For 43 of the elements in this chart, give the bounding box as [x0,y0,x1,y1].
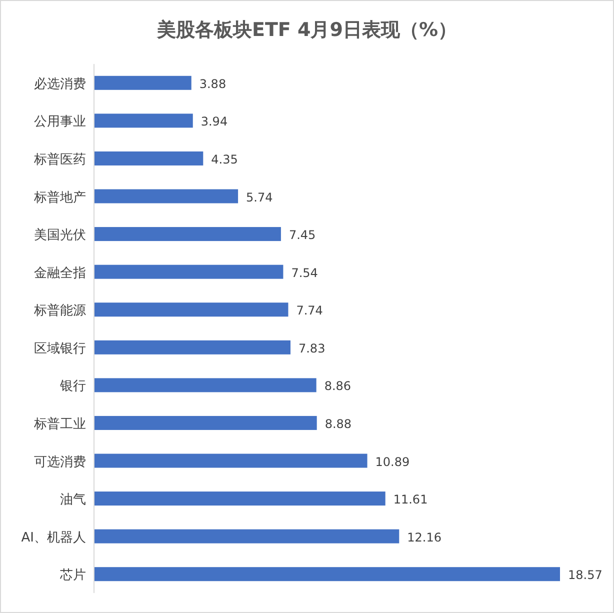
bar [94,416,317,430]
bar [94,378,316,392]
chart-title: 美股各板块ETF 4月9日表现（%） [156,19,458,41]
data-label: 18.57 [568,568,602,582]
y-tick-label: 金融全指 [34,266,86,281]
data-label: 12.16 [407,530,442,544]
bar [94,567,560,582]
data-label: 11.61 [393,492,428,507]
bar [94,454,368,468]
y-tick-label: 标普医药 [33,151,86,168]
bar [94,114,193,128]
data-label: 7.54 [291,266,318,280]
data-label: 3.94 [200,114,228,129]
y-tick-label: 油气 [60,492,86,508]
y-tick-label: AI、机器人 [21,530,86,546]
bar [94,340,290,354]
bar [94,227,281,242]
bar [94,302,288,317]
data-label: 3.88 [199,76,226,91]
bar [94,492,386,506]
y-tick-label: 标普能源 [33,302,86,319]
y-tick-label: 芯片 [59,568,86,584]
data-label: 5.74 [246,190,273,204]
y-tick-label: 标普工业 [33,416,86,432]
data-label: 10.89 [375,454,410,469]
y-tick-label: 银行 [59,379,86,394]
data-label: 8.86 [324,379,352,394]
y-tick-label: 公用事业 [34,114,86,130]
y-tick-label: 标普地产 [33,189,86,206]
data-label: 7.74 [296,304,323,318]
bar [94,151,204,166]
data-label: 8.88 [324,416,352,431]
data-label: 4.35 [211,152,238,166]
bar [94,76,192,90]
bar [94,264,284,279]
data-label: 7.45 [288,228,316,242]
data-label: 7.83 [298,341,326,356]
bar [94,529,400,544]
y-tick-label: 可选消费 [34,454,86,470]
y-tick-label: 美国光伏 [34,227,86,244]
y-tick-label: 区域银行 [34,341,86,356]
y-tick-label: 必选消费 [34,76,86,92]
bar [94,189,238,204]
